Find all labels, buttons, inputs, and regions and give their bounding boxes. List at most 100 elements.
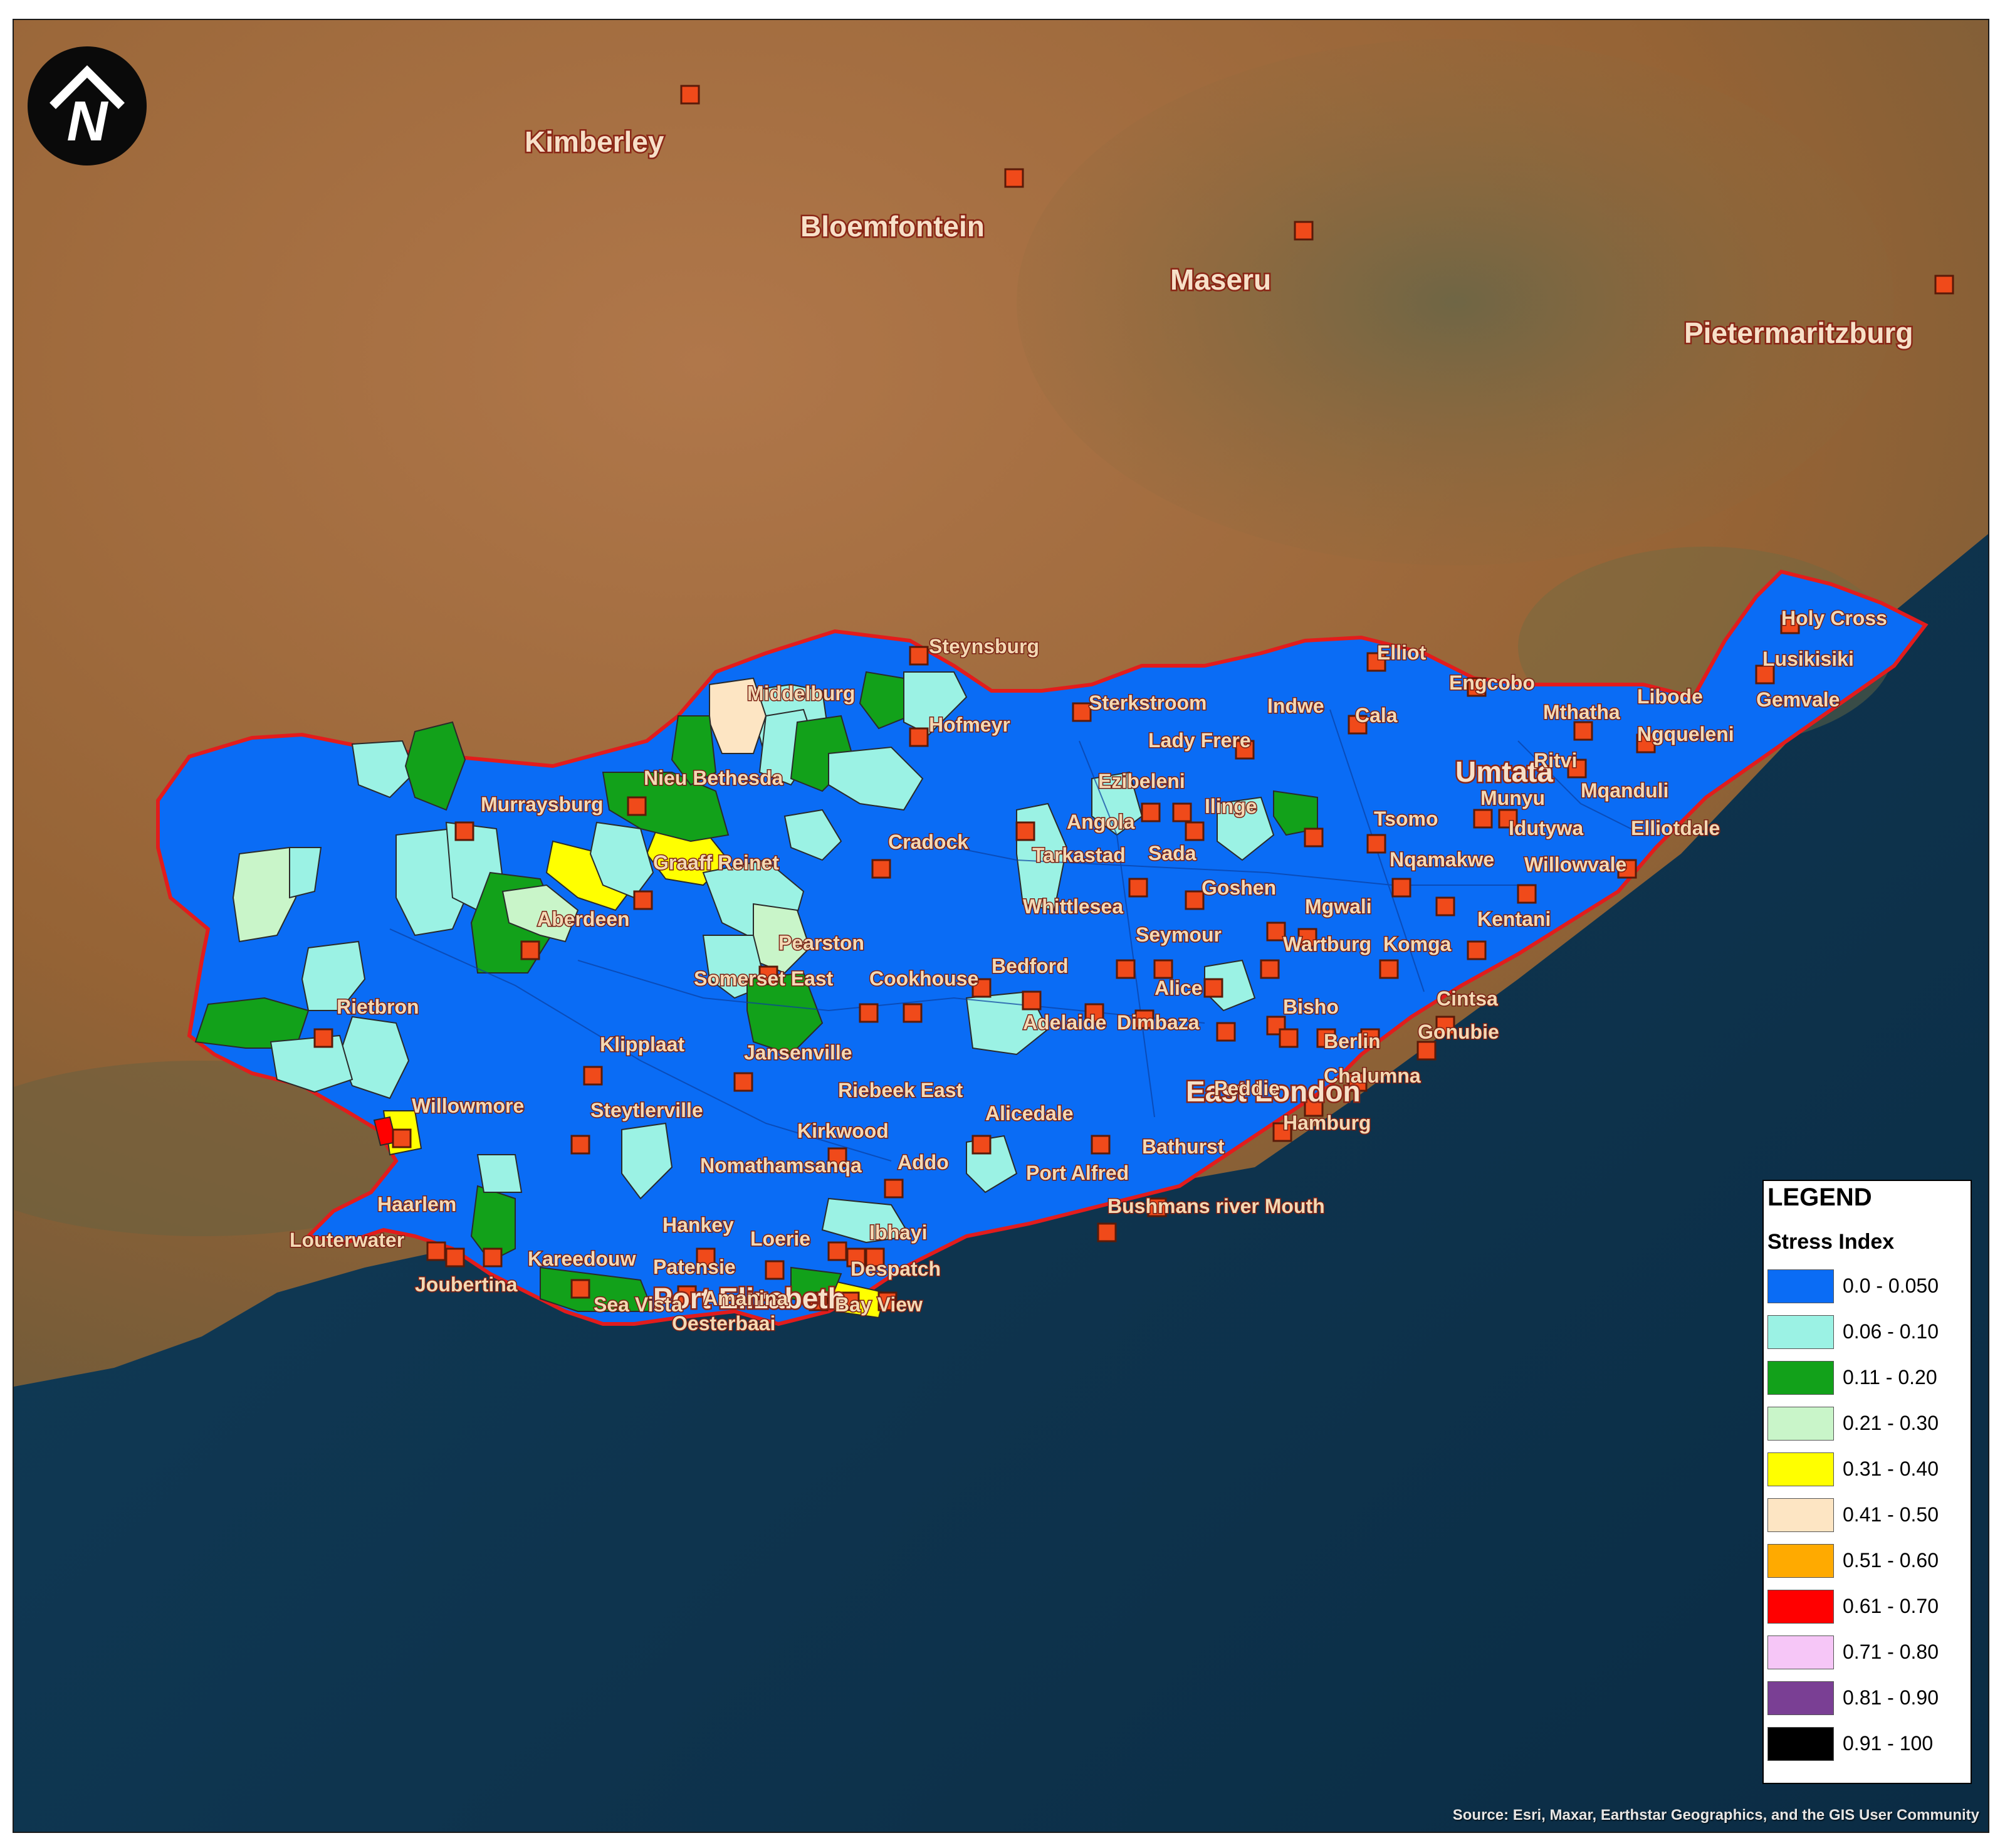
legend-swatch — [1767, 1590, 1834, 1624]
town-label: Hofmeyr — [929, 713, 1010, 736]
town-label: Klipplaat — [600, 1033, 684, 1056]
town-label: Despatch — [851, 1257, 941, 1280]
town-label: Holy Cross — [1781, 607, 1887, 629]
legend-item: 0.0 - 0.050 — [1767, 1266, 1968, 1303]
legend-label: 0.61 - 0.70 — [1843, 1595, 1939, 1617]
town-label: Wartburg — [1283, 933, 1371, 955]
legend-swatch — [1767, 1315, 1834, 1349]
town-label: Goshen — [1202, 876, 1276, 899]
city-label: Maseru — [1170, 263, 1271, 296]
region-0.06 — [301, 940, 366, 1011]
town-label: Amanina — [703, 1287, 788, 1310]
town-label: Port Alfred — [1026, 1162, 1129, 1184]
legend-label: 0.41 - 0.50 — [1843, 1503, 1939, 1526]
town-label: Munyu — [1480, 787, 1545, 809]
town-label: Nomathamsanqa — [700, 1154, 862, 1177]
region-0.06 — [821, 1197, 911, 1244]
town-label: Murraysburg — [481, 793, 604, 816]
town-label: Ngqueleni — [1637, 723, 1734, 745]
town-label: Willowvale — [1524, 853, 1626, 876]
city-label: Port Elizabeth — [653, 1282, 846, 1315]
legend-item: 0.31 - 0.40 — [1767, 1449, 1968, 1486]
town-label: Mgwali — [1305, 895, 1372, 918]
region-0.11 — [671, 715, 717, 786]
town-markers — [313, 85, 1954, 1311]
town-label: Alicedale — [985, 1102, 1074, 1125]
legend-item: 0.06 - 0.10 — [1767, 1311, 1968, 1349]
region-0.11 — [470, 1185, 516, 1263]
legend-swatch — [1767, 1407, 1834, 1441]
region-0.06 — [783, 809, 842, 861]
legend-item: 0.11 - 0.20 — [1767, 1357, 1968, 1395]
legend-swatch — [1767, 1635, 1834, 1669]
town-label: Elliot — [1377, 641, 1427, 664]
legend-item: 0.51 - 0.60 — [1767, 1540, 1968, 1578]
town-label: Louterwater — [290, 1229, 404, 1251]
town-label: Patensie — [653, 1256, 736, 1278]
town-label: Kirkwood — [797, 1120, 889, 1142]
legend-label: 0.0 - 0.050 — [1843, 1274, 1939, 1297]
region-0.06 — [351, 740, 416, 799]
town-label: Joubertina — [415, 1273, 518, 1296]
legend-label: 0.06 - 0.10 — [1843, 1320, 1939, 1343]
legend-label: 0.81 - 0.90 — [1843, 1686, 1939, 1709]
town-label: Gemvale — [1756, 688, 1840, 711]
region-0.11 — [746, 972, 824, 1056]
town-label: Elliotdale — [1631, 817, 1720, 839]
town-label: Ezibeleni — [1098, 770, 1185, 792]
major-city-labels: Kimberley Bloemfontein Maseru Pietermari… — [523, 124, 1915, 1316]
town-label: Bushmans river Mouth — [1107, 1195, 1325, 1217]
town-label: Aberdeen — [537, 908, 630, 930]
town-label: Hankey — [662, 1214, 734, 1236]
town-label: Lusikisiki — [1762, 648, 1854, 670]
legend-swatch — [1767, 1452, 1834, 1486]
town-label: Pearston — [778, 932, 864, 954]
legend-item: 0.61 - 0.70 — [1767, 1586, 1968, 1624]
legend-swatch — [1767, 1544, 1834, 1578]
town-label: Ibhayi — [869, 1221, 927, 1244]
city-label: Bloemfontein — [800, 210, 985, 243]
stress-polygons — [194, 671, 1318, 1319]
town-label: Alice — [1154, 977, 1202, 999]
study-region — [156, 569, 1929, 1326]
town-label: Nqamakwe — [1390, 848, 1494, 871]
town-label: Bisho — [1283, 995, 1339, 1018]
attribution: Source: Esri, Maxar, Earthstar Geographi… — [1452, 1807, 1979, 1824]
town-label: Libode — [1637, 685, 1703, 708]
town-label: Tsomo — [1374, 807, 1438, 830]
town-label: Willowmore — [412, 1095, 524, 1117]
city-label: East London — [1186, 1075, 1361, 1108]
town-label: Indwe — [1267, 695, 1324, 717]
region-0.11 — [1273, 790, 1318, 836]
town-label: Chalumna — [1324, 1064, 1421, 1087]
region-0.11 — [859, 671, 911, 730]
legend-swatch — [1767, 1498, 1834, 1532]
town-label: Kareedouw — [528, 1247, 636, 1270]
town-label: Cookhouse — [869, 967, 978, 990]
region-0.11 — [540, 1266, 654, 1312]
region-0.06 — [621, 1122, 673, 1200]
legend-title: LEGEND — [1767, 1184, 1872, 1211]
town-label: Addo — [898, 1151, 949, 1173]
legend-swatch — [1767, 1681, 1834, 1715]
town-label: Bay View — [835, 1293, 923, 1316]
town-label: Bathurst — [1142, 1135, 1225, 1158]
legend-swatch — [1767, 1269, 1834, 1303]
region-0.06 — [1217, 796, 1275, 861]
legend-label: 0.11 - 0.20 — [1843, 1366, 1937, 1389]
region-0.21 — [501, 884, 579, 943]
city-label: Kimberley — [525, 125, 664, 158]
town-label: Peddie — [1214, 1077, 1280, 1100]
legend-item: 0.41 - 0.50 — [1767, 1494, 1968, 1532]
legend-item: 0.91 - 100 — [1767, 1723, 1968, 1761]
town-label: Mthatha — [1543, 701, 1620, 723]
legend-item: 0.71 - 0.80 — [1767, 1632, 1968, 1669]
town-label: Hamburg — [1283, 1111, 1371, 1134]
town-label: Steytlerville — [590, 1099, 703, 1121]
legend-swatch — [1767, 1361, 1834, 1395]
legend-label: 0.91 - 100 — [1843, 1732, 1934, 1755]
town-label: Steynsburg — [929, 635, 1039, 658]
town-label: Adelaide — [1023, 1011, 1106, 1034]
town-label: Oesterbaai — [672, 1312, 775, 1335]
town-label: Cintsa — [1437, 987, 1498, 1010]
